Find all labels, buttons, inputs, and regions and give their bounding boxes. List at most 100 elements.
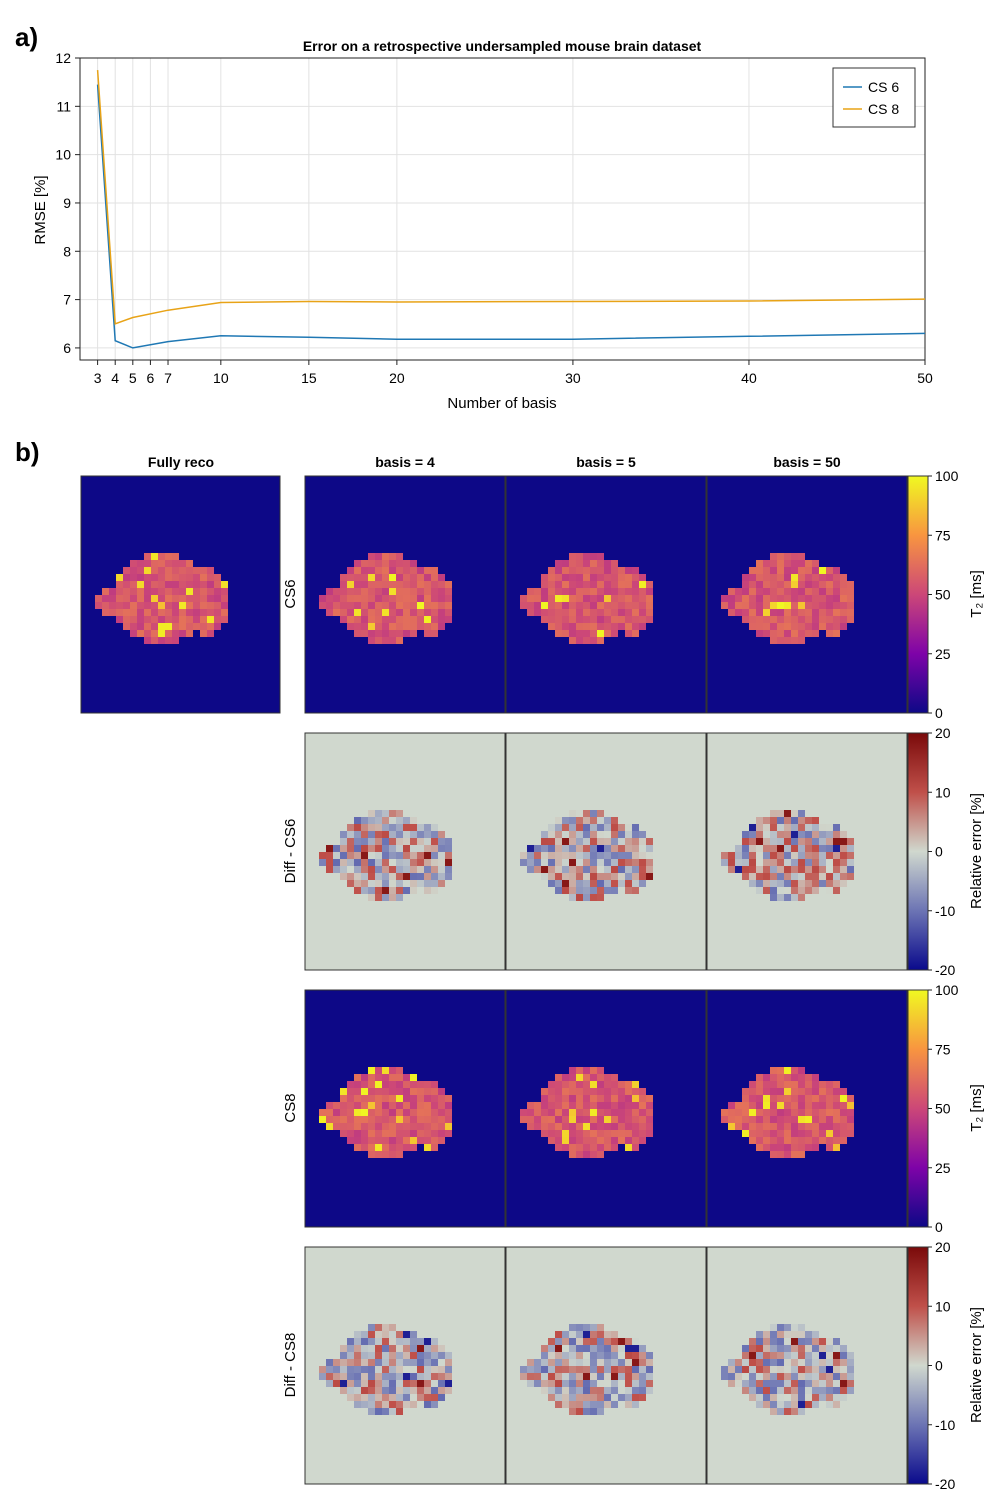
heatmap-cell — [319, 1109, 326, 1116]
heatmap-cell — [749, 1387, 756, 1394]
heatmap-cell — [583, 1074, 590, 1081]
heatmap-cell — [179, 560, 186, 567]
heatmap-cell — [375, 1130, 382, 1137]
heatmap-cell — [597, 1123, 604, 1130]
colorbar-tick-label: 25 — [935, 1160, 951, 1176]
heatmap-cell — [791, 1067, 798, 1074]
heatmap-cell — [389, 866, 396, 873]
heatmap-cell — [347, 574, 354, 581]
heatmap-cell — [403, 630, 410, 637]
heatmap-cell — [403, 574, 410, 581]
heatmap-cell — [382, 616, 389, 623]
heatmap-cell — [798, 1401, 805, 1408]
heatmap-cell — [424, 1130, 431, 1137]
heatmap-cell — [597, 1331, 604, 1338]
heatmap-cell — [520, 859, 527, 866]
heatmap-cell — [763, 567, 770, 574]
heatmap-cell — [576, 1130, 583, 1137]
heatmap-cell — [625, 824, 632, 831]
heatmap-cell — [403, 560, 410, 567]
heatmap-cell — [819, 574, 826, 581]
heatmap-cell — [172, 616, 179, 623]
heatmap-cell — [555, 1102, 562, 1109]
heatmap-cell — [639, 609, 646, 616]
heatmap-cell — [805, 1102, 812, 1109]
heatmap-cell — [791, 1109, 798, 1116]
heatmap-cell — [826, 1130, 833, 1137]
heatmap-cell — [611, 1338, 618, 1345]
heatmap-cell — [417, 1095, 424, 1102]
heatmap-cell — [431, 859, 438, 866]
heatmap-cell — [784, 1394, 791, 1401]
heatmap-cell — [382, 560, 389, 567]
heatmap-cell — [340, 602, 347, 609]
heatmap-cell — [840, 1387, 847, 1394]
heatmap-cell — [611, 845, 618, 852]
heatmap-cell — [424, 1109, 431, 1116]
heatmap-cell — [520, 852, 527, 859]
heatmap-cell — [819, 609, 826, 616]
heatmap-cell — [548, 1366, 555, 1373]
heatmap-cell — [555, 595, 562, 602]
heatmap-cell — [354, 560, 361, 567]
heatmap-cell — [784, 595, 791, 602]
heatmap-cell — [534, 609, 541, 616]
heatmap-cell — [618, 1380, 625, 1387]
heatmap-cell — [749, 1137, 756, 1144]
heatmap-cell — [611, 1387, 618, 1394]
heatmap-cell — [791, 1401, 798, 1408]
heatmap-cell — [805, 1387, 812, 1394]
heatmap-cell — [819, 1373, 826, 1380]
heatmap-cell — [749, 1095, 756, 1102]
heatmap-cell — [382, 1387, 389, 1394]
heatmap-cell — [375, 553, 382, 560]
heatmap-cell — [569, 553, 576, 560]
heatmap-cell — [541, 1130, 548, 1137]
heatmap-cell — [207, 609, 214, 616]
heatmap-cell — [777, 581, 784, 588]
heatmap-cell — [777, 602, 784, 609]
heatmap-cell — [749, 859, 756, 866]
heatmap-cell — [555, 1345, 562, 1352]
heatmap-cell — [583, 1095, 590, 1102]
heatmap-cell — [749, 1345, 756, 1352]
heatmap-cell — [819, 588, 826, 595]
heatmap-cell — [410, 1380, 417, 1387]
heatmap-cell — [555, 1095, 562, 1102]
heatmap-cell — [424, 1345, 431, 1352]
heatmap-cell — [590, 1109, 597, 1116]
heatmap-cell — [340, 845, 347, 852]
heatmap-cell — [354, 1352, 361, 1359]
heatmap-cell — [151, 567, 158, 574]
heatmap-cell — [368, 581, 375, 588]
heatmap-cell — [555, 873, 562, 880]
heatmap-cell — [632, 838, 639, 845]
heatmap-cell — [625, 1095, 632, 1102]
heatmap-cell — [826, 1102, 833, 1109]
heatmap-cell — [382, 1130, 389, 1137]
heatmap-cell — [555, 1331, 562, 1338]
heatmap-cell — [569, 1387, 576, 1394]
heatmap-cell — [102, 588, 109, 595]
heatmap-cell — [833, 852, 840, 859]
heatmap-cell — [812, 1387, 819, 1394]
heatmap-cell — [770, 824, 777, 831]
heatmap-cell — [396, 609, 403, 616]
heatmap-cell — [611, 630, 618, 637]
heatmap-cell — [375, 609, 382, 616]
heatmap-cell — [763, 1074, 770, 1081]
heatmap-cell — [833, 1144, 840, 1151]
heatmap-cell — [431, 1352, 438, 1359]
heatmap-cell — [777, 623, 784, 630]
heatmap-cell — [812, 845, 819, 852]
heatmap-cell — [186, 560, 193, 567]
heatmap-cell — [541, 1352, 548, 1359]
heatmap-cell — [618, 1123, 625, 1130]
colorbar-tick-label: 100 — [935, 982, 959, 998]
heatmap-cell — [354, 1088, 361, 1095]
heatmap-cell — [597, 1408, 604, 1415]
heatmap-cell — [618, 845, 625, 852]
heatmap-cell — [375, 817, 382, 824]
heatmap-cell — [158, 630, 165, 637]
